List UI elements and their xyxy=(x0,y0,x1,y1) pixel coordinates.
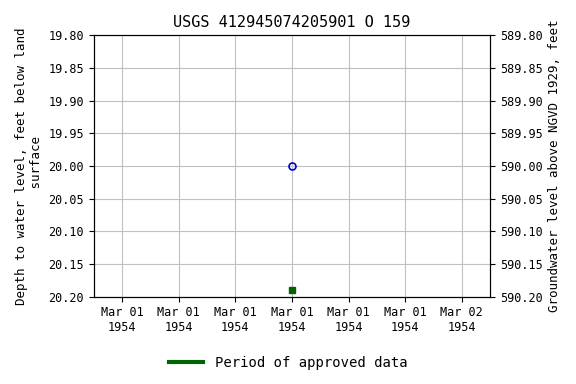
Y-axis label: Groundwater level above NGVD 1929, feet: Groundwater level above NGVD 1929, feet xyxy=(548,20,561,312)
Legend: Period of approved data: Period of approved data xyxy=(163,350,413,375)
Y-axis label: Depth to water level, feet below land
 surface: Depth to water level, feet below land su… xyxy=(15,27,43,305)
Title: USGS 412945074205901 O 159: USGS 412945074205901 O 159 xyxy=(173,15,411,30)
